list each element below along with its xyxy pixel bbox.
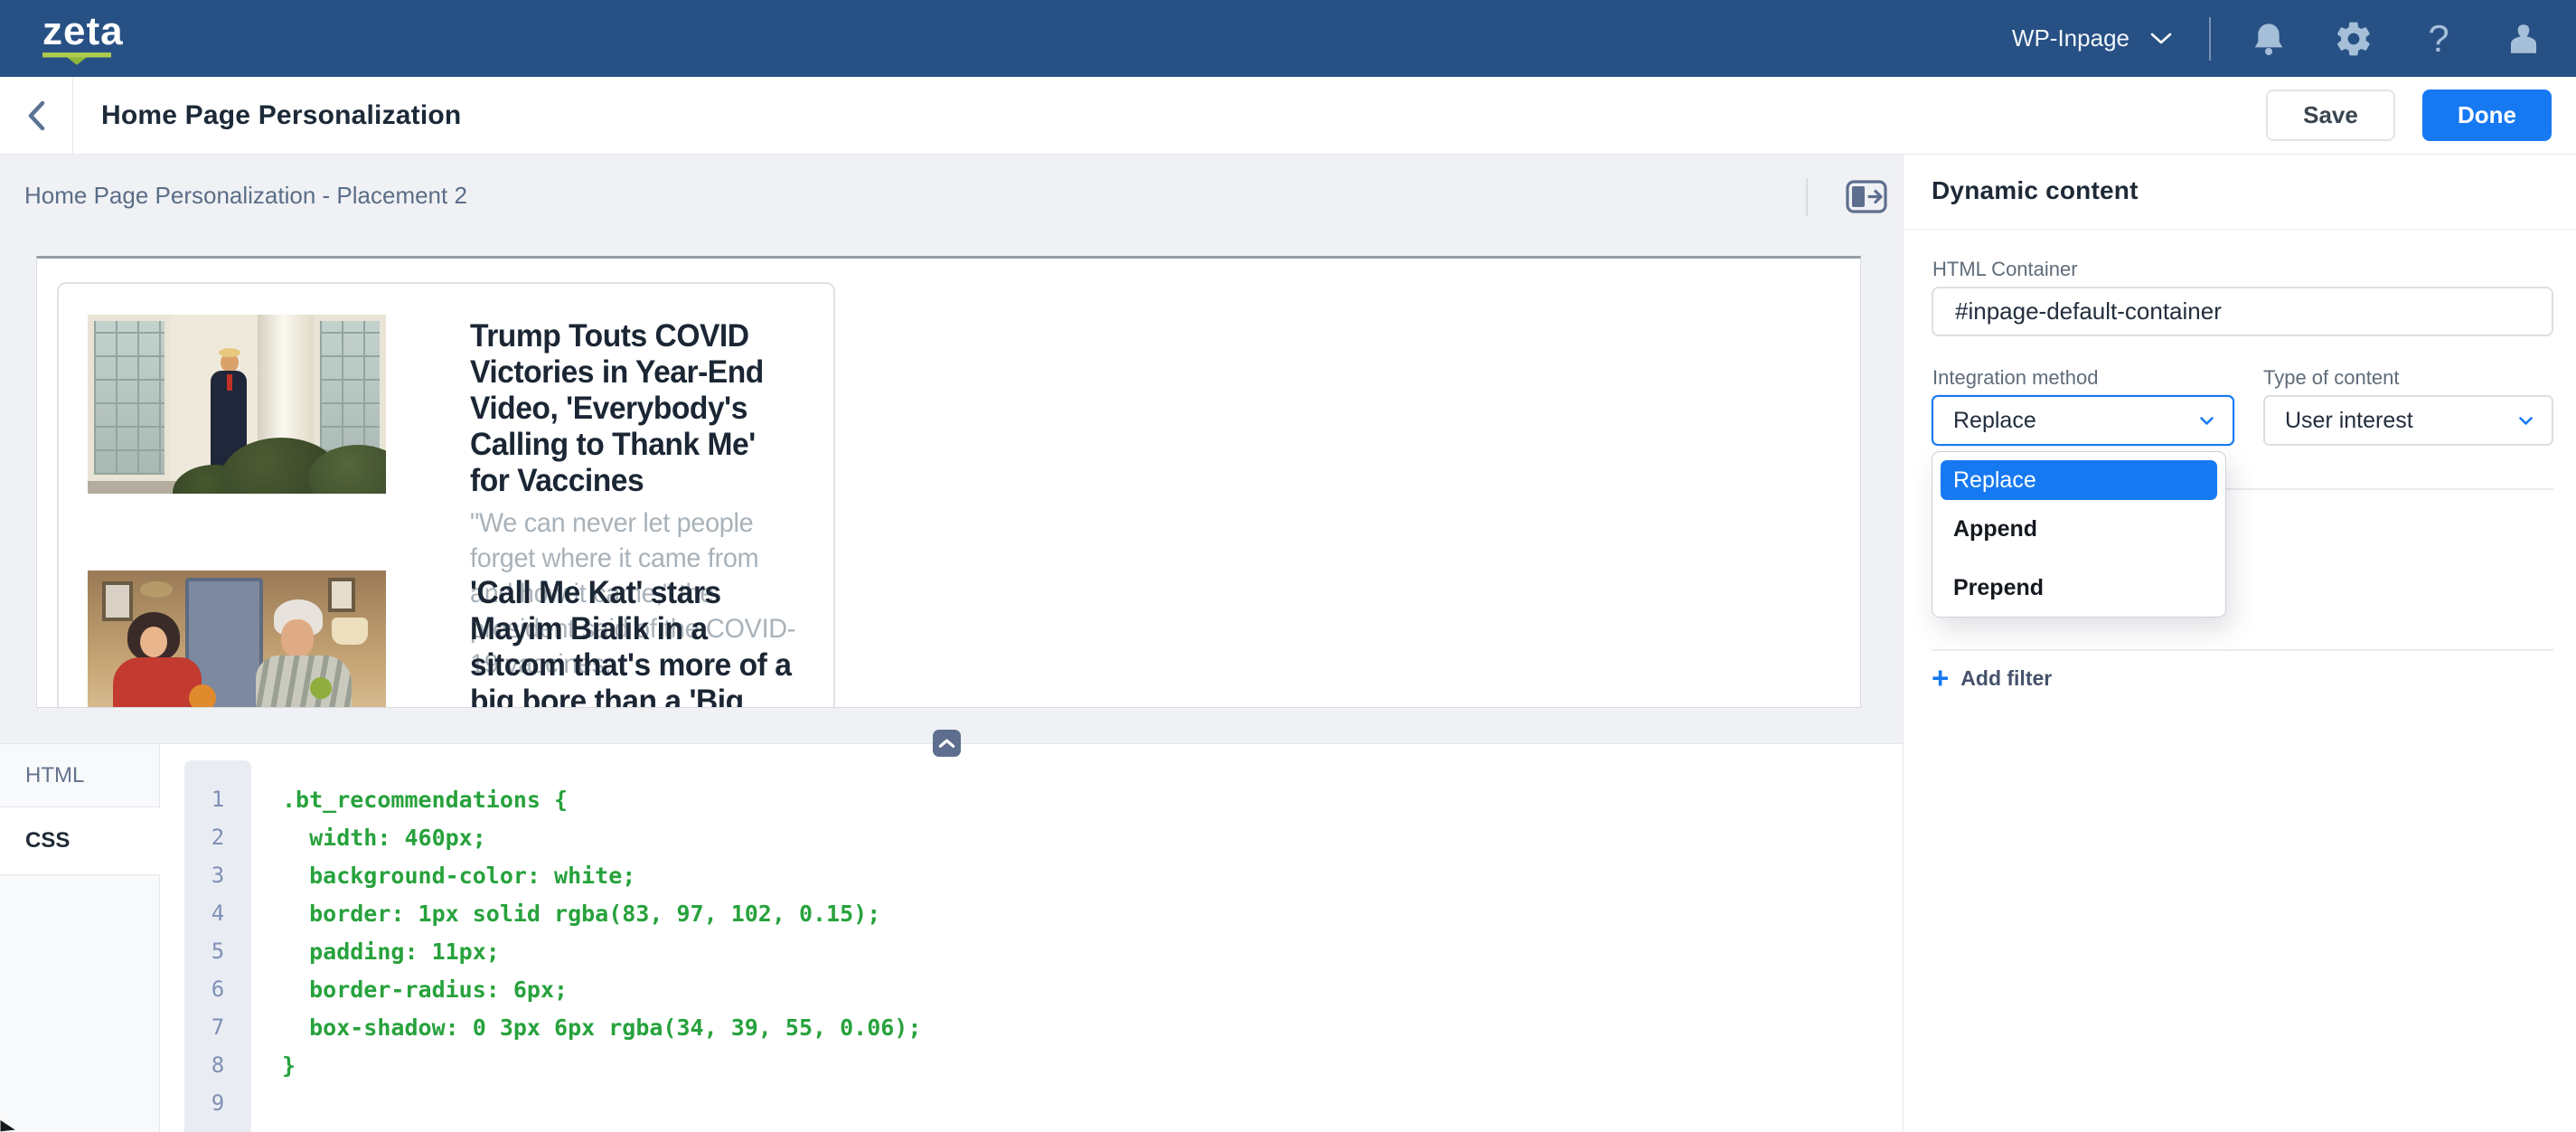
help-button[interactable]: ? bbox=[2419, 16, 2458, 60]
integration-method-label: Integration method bbox=[1932, 366, 2099, 389]
plus-icon: + bbox=[1932, 661, 1950, 694]
line-number: 8 bbox=[211, 1052, 225, 1078]
code-line: 8} bbox=[184, 1046, 1888, 1084]
content-preview-frame: Trump Touts COVID Victories in Year-End … bbox=[36, 256, 1861, 708]
line-number: 5 bbox=[211, 939, 225, 964]
notifications-button[interactable] bbox=[2249, 19, 2289, 59]
add-filter-button[interactable]: + Add filter bbox=[1932, 661, 2053, 694]
article-text: Trump Touts COVID Victories in Year-End … bbox=[470, 318, 815, 682]
code-line: 1 .bt_recommendations { bbox=[184, 780, 1888, 818]
toggle-panel-button[interactable] bbox=[1846, 180, 1887, 213]
code-line: 6 border-radius: 6px; bbox=[184, 970, 1888, 1008]
page-header: Home Page Personalization Save Done bbox=[0, 77, 2576, 155]
person-icon bbox=[2511, 24, 2536, 53]
code-line: 5 padding: 11px; bbox=[184, 932, 1888, 970]
code-line: 2 width: 460px; bbox=[184, 818, 1888, 856]
code-line: 9 bbox=[184, 1084, 1888, 1122]
code-text: box-shadow: 0 3px 6px rgba(34, 39, 55, 0… bbox=[282, 1014, 922, 1041]
account-button[interactable] bbox=[2504, 19, 2543, 59]
line-number-gutter bbox=[184, 760, 251, 1132]
css-code-area[interactable]: 1 .bt_recommendations { 2 width: 460px; 3… bbox=[184, 780, 1888, 1122]
integration-method-select[interactable]: Replace bbox=[1932, 395, 2234, 446]
page-title: Home Page Personalization bbox=[101, 99, 462, 130]
menu-option-prepend[interactable]: Prepend bbox=[1953, 575, 2045, 600]
code-text: padding: 11px; bbox=[282, 938, 500, 965]
article-text: 'Call Me Kat' stars Mayim Bialik in a si… bbox=[470, 575, 815, 708]
panel-arrow-right-icon bbox=[1846, 180, 1887, 213]
canvas-bar-divider bbox=[1806, 178, 1808, 216]
save-button[interactable]: Save bbox=[2266, 90, 2395, 141]
editor-rail-filler bbox=[0, 874, 160, 1132]
zeta-logo-ribbon-icon bbox=[42, 52, 111, 65]
header-actions: Save Done bbox=[2266, 90, 2552, 141]
recommendations-widget: Trump Touts COVID Victories in Year-End … bbox=[57, 282, 835, 708]
workspace-label: WP-Inpage bbox=[2011, 24, 2129, 52]
code-text: .bt_recommendations { bbox=[282, 786, 569, 813]
top-navbar: zeta WP-Inpage bbox=[0, 0, 2576, 77]
mouse-cursor bbox=[0, 1119, 18, 1132]
type-of-content-label: Type of content bbox=[2263, 366, 2400, 389]
type-of-content-value: User interest bbox=[2285, 407, 2413, 433]
chevron-down-icon bbox=[2200, 416, 2214, 425]
zeta-logo[interactable]: zeta bbox=[42, 9, 124, 65]
line-number: 7 bbox=[211, 1014, 225, 1040]
panel-divider bbox=[1904, 229, 2576, 230]
integration-method-value: Replace bbox=[1953, 407, 2036, 433]
placement-canvas: Home Page Personalization - Placement 2 bbox=[0, 155, 1903, 743]
article-image-placeholder[interactable] bbox=[88, 315, 386, 494]
article-headline[interactable]: 'Call Me Kat' stars Mayim Bialik in a si… bbox=[470, 575, 792, 708]
code-text: } bbox=[282, 1052, 296, 1079]
article-headline[interactable]: Trump Touts COVID Victories in Year-End … bbox=[470, 318, 764, 498]
code-text: width: 460px; bbox=[282, 824, 486, 851]
workspace-switcher[interactable]: WP-Inpage bbox=[2012, 24, 2173, 52]
panel-divider bbox=[1932, 488, 2553, 490]
html-container-input[interactable] bbox=[1932, 287, 2553, 336]
add-filter-label: Add filter bbox=[1960, 665, 2053, 690]
line-number: 2 bbox=[211, 825, 225, 850]
chevron-left-icon bbox=[28, 100, 45, 130]
line-number: 9 bbox=[211, 1090, 225, 1116]
back-button[interactable] bbox=[0, 77, 73, 154]
panel-divider bbox=[1932, 649, 2553, 651]
bell-icon bbox=[2254, 23, 2283, 55]
line-number: 4 bbox=[211, 901, 225, 926]
settings-button[interactable] bbox=[2334, 19, 2374, 59]
tab-css[interactable]: CSS bbox=[0, 807, 160, 874]
question-mark-icon: ? bbox=[2428, 16, 2449, 60]
chevron-up-icon bbox=[938, 739, 955, 748]
code-line: 4 border: 1px solid rgba(83, 97, 102, 0.… bbox=[184, 894, 1888, 932]
code-line: 3 background-color: white; bbox=[184, 856, 1888, 894]
chevron-down-icon bbox=[2150, 33, 2172, 44]
menu-option-replace[interactable]: Replace bbox=[1941, 460, 2217, 500]
code-text: border-radius: 6px; bbox=[282, 976, 569, 1003]
breadcrumb: Home Page Personalization - Placement 2 bbox=[24, 182, 467, 209]
article-excerpt: "We can never let people forget where it… bbox=[470, 508, 796, 679]
line-number: 1 bbox=[211, 787, 225, 812]
code-text: border: 1px solid rgba(83, 97, 102, 0.15… bbox=[282, 900, 881, 927]
topbar-divider bbox=[2209, 16, 2211, 61]
dynamic-content-panel: Dynamic content HTML Container Integrati… bbox=[1903, 155, 2576, 1132]
line-number: 6 bbox=[211, 976, 225, 1002]
menu-option-append[interactable]: Append bbox=[1953, 516, 2038, 542]
code-line: 7 box-shadow: 0 3px 6px rgba(34, 39, 55,… bbox=[184, 1008, 1888, 1046]
code-text: background-color: white; bbox=[282, 862, 636, 889]
panel-title: Dynamic content bbox=[1932, 176, 2139, 204]
zeta-logo-text: zeta bbox=[42, 9, 124, 53]
article-image-placeholder[interactable] bbox=[88, 571, 386, 707]
html-container-label: HTML Container bbox=[1932, 258, 2078, 280]
integration-method-dropdown-menu: Replace Append Prepend bbox=[1932, 451, 2226, 618]
chevron-down-icon bbox=[2519, 416, 2533, 425]
collapse-editor-button[interactable] bbox=[933, 730, 961, 757]
type-of-content-select[interactable]: User interest bbox=[2263, 395, 2553, 446]
topbar-icons: ? bbox=[2249, 16, 2543, 60]
line-number: 3 bbox=[211, 863, 225, 888]
tab-html[interactable]: HTML bbox=[0, 744, 160, 807]
gear-icon bbox=[2336, 22, 2370, 55]
editor-tab-rail: HTML CSS bbox=[0, 744, 160, 1132]
done-button[interactable]: Done bbox=[2422, 90, 2552, 141]
work-area: Home Page Personalization - Placement 2 bbox=[0, 155, 2576, 1132]
code-editor: HTML CSS 1 .bt_recommendations { 2 width:… bbox=[0, 743, 1903, 1132]
